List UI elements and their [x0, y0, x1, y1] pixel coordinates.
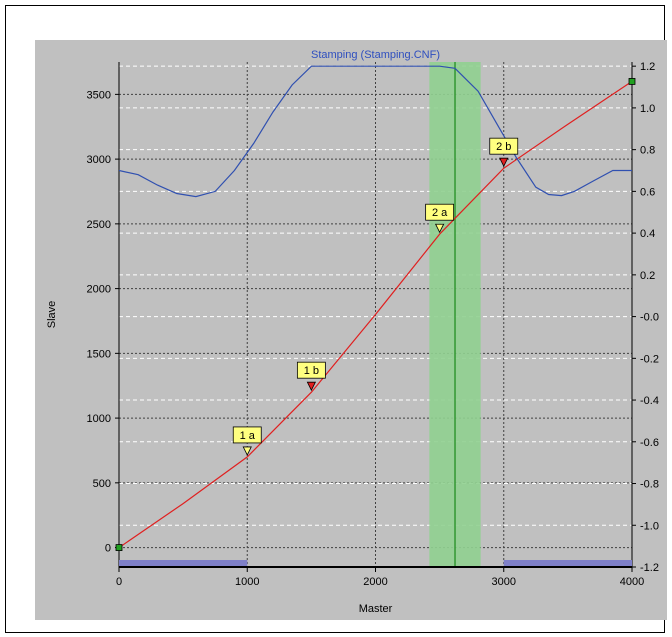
y2-tick-label: -0.8 [640, 479, 659, 491]
y-tick-label: 1000 [87, 413, 111, 425]
y2-tick-label: 0.4 [640, 228, 655, 240]
y2-tick-label: -0.4 [640, 395, 659, 407]
slave-position-curve [118, 80, 633, 549]
x-axis-label: Master [359, 603, 393, 615]
marker-label-box[interactable] [489, 137, 519, 155]
y2-tick-label: -0.0 [640, 312, 659, 324]
marker-label[interactable]: 1 b [304, 365, 319, 377]
segment-bar [503, 560, 632, 566]
y2-tick-label: 0.8 [640, 145, 655, 157]
marker-triangle[interactable] [499, 157, 509, 168]
y2-tick-label: 1.2 [640, 61, 655, 73]
series-group [115, 65, 636, 551]
curve-endpoint [115, 544, 123, 551]
y2-tick-label: 0.6 [640, 186, 655, 198]
y2-tick-label: -1.2 [640, 562, 659, 574]
y-tick-label: 3500 [87, 89, 111, 101]
curve-endpoint [628, 78, 636, 85]
marker-triangle[interactable] [242, 446, 252, 456]
x-tick-label: 3000 [492, 576, 516, 588]
marker-label-box[interactable] [232, 426, 262, 444]
y2-tick-label: -0.6 [640, 437, 659, 449]
marker-label-box[interactable] [425, 203, 455, 221]
x-tick-label: 0 [116, 576, 122, 588]
x-tick-label: 4000 [620, 576, 644, 588]
chart-title: Stamping (Stamping.CNF) [311, 49, 440, 61]
marker-label[interactable]: 2 b [496, 141, 511, 153]
cam-profile-chart[interactable]: 0 1000 2000 3000 4000 0 500 1000 1500 2000 2500 300… [35, 40, 667, 620]
axes: 0 1000 2000 3000 4000 0 500 1000 1500 2000 2500 300… [87, 61, 659, 588]
y-tick-label: 1500 [87, 348, 111, 360]
chart-panel: 0 1000 2000 3000 4000 0 500 1000 1500 2000 2500 300… [35, 40, 667, 620]
x-tick-label: 1000 [235, 576, 259, 588]
y-tick-label: 2500 [87, 219, 111, 231]
y-tick-label: 2000 [87, 284, 111, 296]
marker-label[interactable]: 2 a [432, 207, 448, 219]
segment-bar [119, 560, 248, 566]
x-tick-label: 2000 [363, 576, 387, 588]
velocity-curve [118, 65, 632, 198]
y-axis-label: Slave [46, 301, 58, 329]
marker-label-box[interactable] [296, 361, 326, 379]
highlight-band[interactable] [429, 62, 481, 567]
y2-tick-label: 1.0 [640, 103, 655, 115]
y2-tick-label: -0.2 [640, 353, 659, 365]
y2-tick-label: -1.0 [640, 520, 659, 532]
y-tick-label: 500 [93, 478, 111, 490]
markers-group[interactable]: 1 a 1 b 2 a 2 b [232, 137, 519, 456]
chart-frame: 0 1000 2000 3000 4000 0 500 1000 1500 2000 2500 300… [5, 5, 667, 633]
marker-triangle[interactable] [306, 381, 317, 392]
y2-tick-label: 0.2 [640, 270, 655, 282]
y-tick-label: 3000 [87, 154, 111, 166]
y-tick-label: 0 [105, 543, 111, 555]
marker-triangle[interactable] [434, 223, 445, 234]
marker-label[interactable]: 1 a [240, 430, 256, 442]
